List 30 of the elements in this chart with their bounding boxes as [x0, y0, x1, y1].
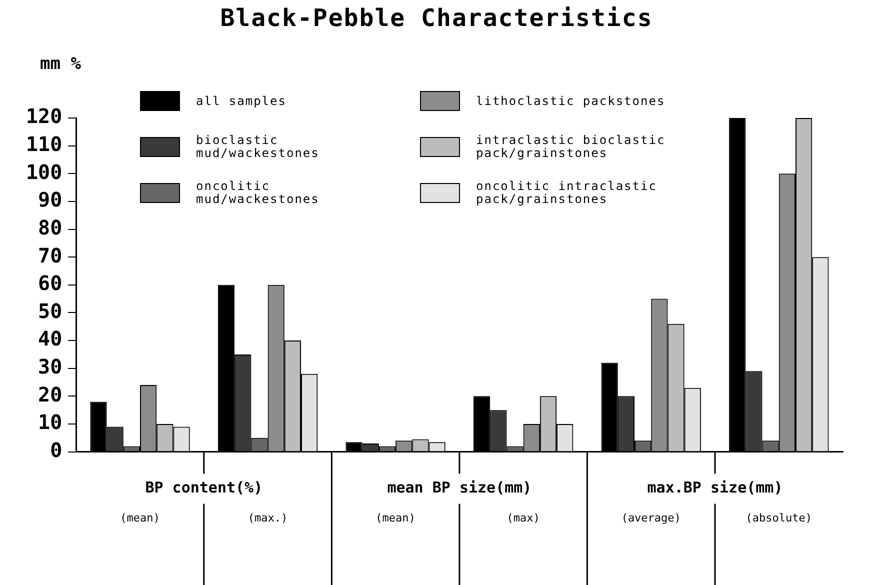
- legend-label: intraclastic bioclastic pack/grainstones: [476, 133, 666, 160]
- y-tick-label: 50: [38, 298, 62, 323]
- text: max.BP size(mm): [647, 478, 783, 497]
- y-tick-label: 40: [38, 326, 62, 351]
- text: mean BP size(mm): [387, 478, 532, 497]
- x-tick-label: (max): [506, 511, 540, 524]
- y-tick-label: 30: [38, 354, 62, 379]
- y-tick-label: 120: [26, 104, 62, 128]
- y-tick-label: 100: [26, 160, 62, 184]
- legend-label: oncolitic mud/wackestones: [196, 179, 320, 206]
- y-tick-label: 70: [38, 243, 62, 268]
- y-tick-label: 90: [38, 188, 62, 212]
- legend-label: bioclastic mud/wackestones: [196, 133, 320, 160]
- y-tick-label: 60: [38, 271, 62, 296]
- x-tick-label: (max.): [248, 511, 288, 524]
- chart-title: Black-Pebble Characteristics: [219, 4, 654, 32]
- text: BP content(%): [145, 478, 263, 497]
- legend-label: oncolitic intraclastic pack/grainstones: [476, 179, 658, 206]
- x-tick-label: (average): [621, 511, 681, 524]
- y-tick-label: 110: [26, 132, 62, 156]
- y-tick-label: 20: [38, 382, 62, 406]
- legend-label: lithoclastic packstones: [476, 94, 666, 108]
- x-tick-label: (mean): [120, 511, 160, 524]
- legend-label: all samples: [196, 94, 286, 108]
- x-tick-label: (absolute): [746, 511, 812, 524]
- y-tick-label: 80: [38, 215, 62, 240]
- y-tick-label: 0: [50, 438, 62, 462]
- x-tick-label: (mean): [376, 511, 416, 524]
- y-axis-title: mm %: [40, 54, 81, 74]
- y-tick-label: 10: [38, 410, 62, 434]
